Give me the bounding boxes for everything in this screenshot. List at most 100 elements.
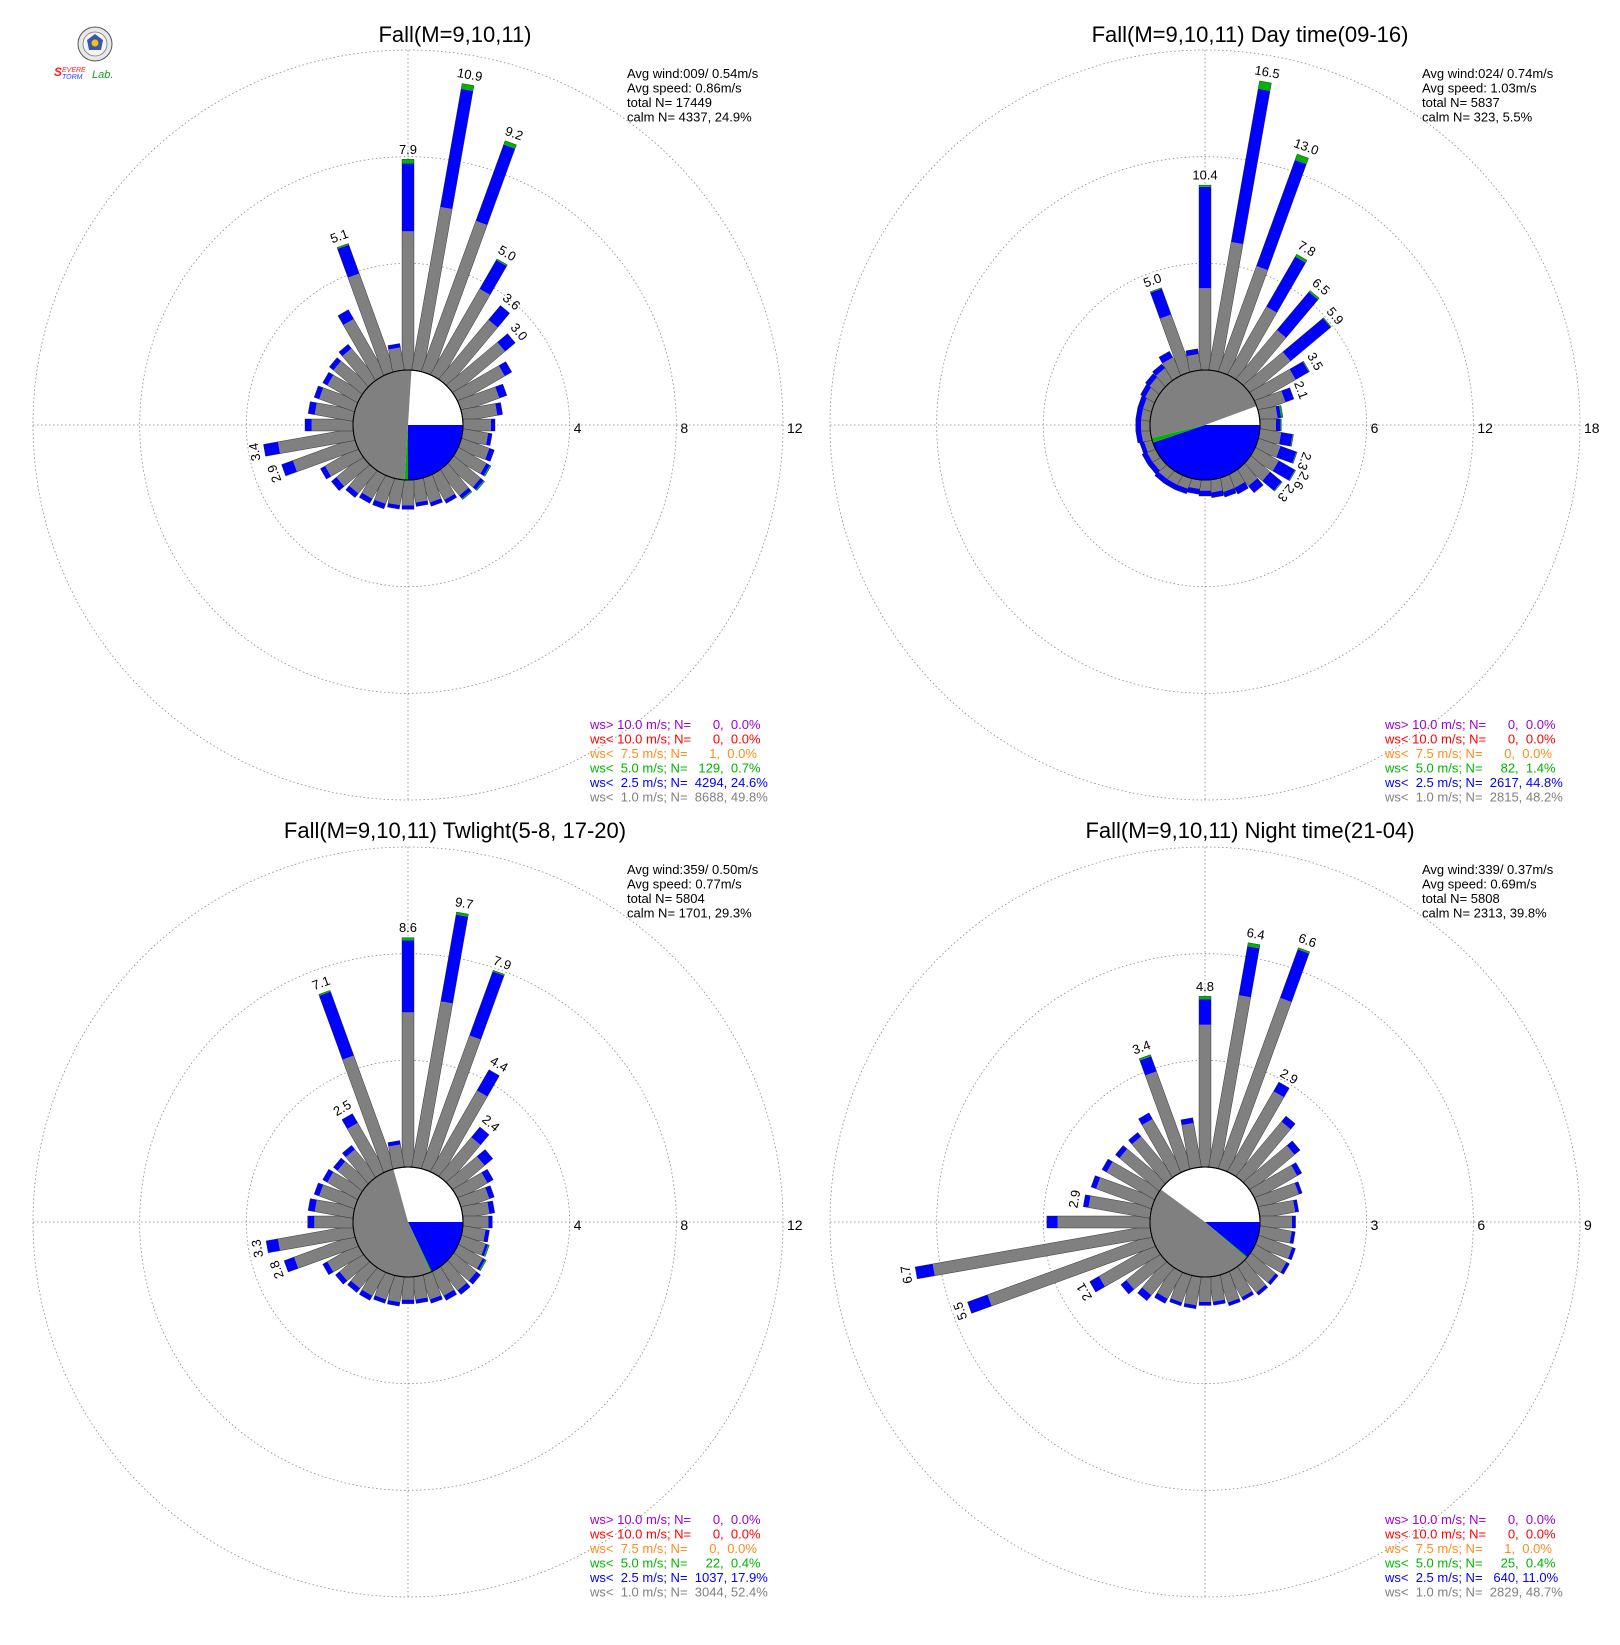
bar-segment-lt-1 [1199,480,1211,491]
bar-segment-lt-2-5 [1150,288,1172,319]
bar-segment-lt-2-5 [1275,405,1282,419]
bar-segment-lt-2-5 [335,1271,348,1285]
bar-segment-lt-1 [438,319,498,387]
bar-value-label: 5.0 [1141,270,1163,290]
bar-segment-lt-2-5 [1115,1145,1128,1159]
ring-label: 12 [787,420,803,436]
bar-segment-lt-5 [1273,481,1283,492]
bar-segment-lt-2-5 [266,1238,281,1253]
grid-ring [936,156,1474,694]
bar-segment-lt-2-5 [1138,1112,1153,1126]
bar-segment-lt-5 [1302,361,1310,373]
bar-value-label: 2.1 [1291,379,1311,401]
bar-segment-lt-2-5 [1139,1056,1157,1076]
calm-slice-lt-1 [1149,1189,1247,1278]
bar-segment-lt-5 [483,465,491,477]
stats-line: calm N= 2313, 39.8% [1422,906,1547,921]
bar-segment-lt-2-5 [476,1149,493,1166]
bar-segment-lt-2-5 [333,1158,346,1171]
stats-line: Avg wind:339/ 0.37m/s [1422,862,1554,877]
bar-segment-lt-1 [457,1187,490,1209]
bar-segment-lt-1 [1218,1271,1240,1303]
bar-dir-60 [452,361,513,403]
bar-dir-250 [281,437,359,477]
bar-segment-lt-1 [343,318,386,381]
bar-dir-0 [401,937,415,1168]
bar-segment-lt-2-5 [387,1300,400,1307]
bar-segment-lt-2-5 [1145,373,1158,387]
bar-segment-lt-2-5 [1289,361,1309,380]
bar-segment-lt-1 [294,1235,359,1269]
legend-entry: ws< 7.5 m/s; N= 1, 0.0% [1384,1541,1552,1556]
bar-segment-lt-1 [1243,1252,1276,1283]
bar-segment-lt-1 [1227,1266,1252,1298]
bar-segment-lt-1 [452,447,487,474]
stats-line: total N= 17449 [627,95,712,110]
bar-dir-270 [307,1215,354,1229]
bar-segment-lt-1 [1057,1216,1150,1228]
ring-label: 12 [787,1217,803,1233]
bar-segment-lt-2-5 [1223,487,1237,498]
bar-segment-lt-2-5 [1046,1216,1058,1228]
bar-segment-lt-1 [1243,351,1291,395]
bar-segment-lt-1 [452,365,505,403]
bar-segment-lt-2-5 [1139,440,1148,454]
bar-value-label: 7.1 [310,973,332,993]
bar-dir-310 [329,357,371,395]
calm-slice-lt-1 [1150,370,1257,439]
legend-entry: ws< 10.0 m/s; N= 0, 0.0% [1384,732,1556,747]
legend-entry: ws< 10.0 m/s; N= 0, 0.0% [589,1527,761,1542]
bar-segment-lt-2-5 [1276,291,1319,338]
bar-segment-lt-2-5 [1267,1273,1279,1285]
bar-segment-lt-1 [411,1001,453,1169]
bar-dir-0 [401,159,415,371]
bar-segment-lt-1 [345,1149,378,1184]
grid-ring [829,846,1581,1598]
bar-segment-lt-2-5 [1256,1284,1268,1296]
bar-segment-lt-5 [1292,451,1298,464]
bar-segment-lt-2-5 [322,372,334,386]
bar-dir-10 [1208,80,1272,373]
bar-segment-lt-1 [1131,1136,1175,1184]
bar-dir-90 [1259,1215,1296,1229]
bar-segment-lt-2-5 [1137,395,1148,409]
bar-segment-lt-2-5 [1185,348,1199,357]
bar-value-label: 9.7 [454,894,474,912]
grid-ring [936,953,1474,1491]
bar-dir-120 [1249,1244,1290,1275]
bar-segment-lt-2-5 [337,244,360,278]
bar-segment-lt-2-5 [1148,461,1160,475]
stats-line: Avg wind:024/ 0.74m/s [1422,66,1554,81]
bar-dir-30 [1227,1081,1290,1178]
legend-entry: ws< 10.0 m/s; N= 0, 0.0% [1384,1527,1556,1542]
bar-segment-lt-2-5 [342,1145,355,1158]
bar-segment-lt-2-5 [481,1243,489,1257]
bar-segment-lt-2-5 [471,1126,490,1145]
bar-segment-lt-1 [339,1252,370,1281]
bar-value-label: 10.4 [1192,168,1217,183]
bar-segment-lt-1 [1260,419,1276,431]
bar-dir-250 [283,1234,359,1273]
bar-segment-lt-1 [446,1252,477,1281]
bar-segment-lt-5 [461,83,474,91]
bar-segment-lt-1 [932,1225,1152,1276]
legend-entry: ws< 5.0 m/s; N= 22, 0.4% [589,1556,761,1571]
bar-segment-lt-1 [463,1216,489,1228]
bar-dir-80 [460,1200,495,1219]
bar-segment-lt-5 [1297,947,1310,954]
bar-segment-lt-1 [1126,1252,1167,1290]
bar-segment-lt-1 [1208,1275,1225,1302]
bar-segment-lt-2-5 [1266,256,1306,313]
legend-entry: ws< 1.0 m/s; N= 2829, 48.7% [1384,1585,1563,1600]
bar-segment-lt-2-5 [1164,478,1178,490]
bar-dir-0 [1198,184,1212,371]
severe-storm-lab-logo: S EVERE TORM Lab. [54,26,113,81]
bar-segment-lt-2-5 [402,163,414,232]
bar-segment-lt-1 [402,231,414,370]
bar-segment-lt-1 [457,386,500,412]
bar-segment-lt-1 [349,463,378,494]
bar-value-label: 16.5 [1253,62,1281,81]
bar-segment-lt-2-5 [1187,486,1200,495]
ring-label: 6 [1371,420,1379,436]
bar-segment-lt-2-5 [495,402,503,416]
